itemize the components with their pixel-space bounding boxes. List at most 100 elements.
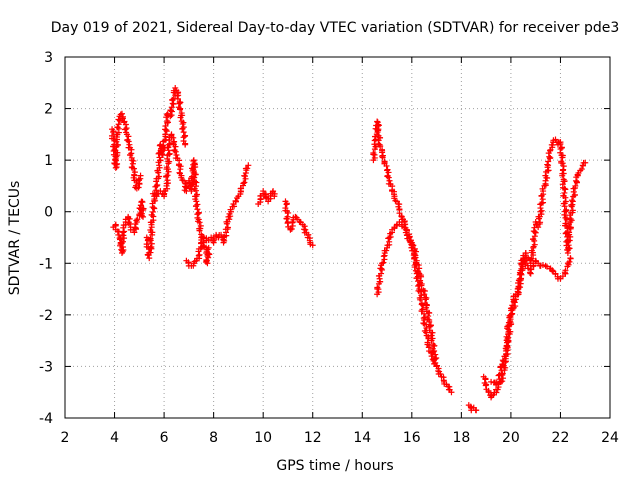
data-point [135,184,142,191]
data-point [569,207,576,214]
x-tick-label: 22 [552,430,570,446]
data-point [560,163,567,170]
data-point [147,227,154,234]
data-point [567,255,574,262]
data-point [515,280,522,287]
data-point [426,310,433,317]
data-point [137,202,144,209]
data-point [283,201,290,208]
data-point [165,158,172,165]
data-point [170,101,177,108]
data-point [174,92,181,99]
data-point [539,185,546,192]
data-point [505,329,512,336]
data-points [108,84,589,414]
data-point [561,189,568,196]
data-series-track-d [149,131,213,267]
data-point [179,126,186,133]
data-point [156,162,163,169]
data-point [425,335,432,342]
data-point [114,141,121,148]
y-tick-label: 2 [44,102,53,118]
data-point [564,249,571,256]
data-series-track-j [465,402,480,414]
data-point [429,329,436,336]
x-tick-label: 14 [353,430,371,446]
data-point [126,141,133,148]
data-point [538,200,545,207]
data-point [140,207,147,214]
data-point [421,291,428,298]
data-point [119,115,126,122]
data-point [398,213,405,220]
data-point [167,113,174,120]
x-tick-label: 4 [110,430,119,446]
data-point [560,200,567,207]
data-point [379,154,386,161]
data-point [192,187,199,194]
data-point [421,287,428,294]
data-point [167,107,174,114]
data-point [114,124,121,131]
data-point [379,260,386,267]
data-point [192,171,199,178]
data-point [190,166,197,173]
data-series-track-e [183,162,252,269]
data-point [499,378,506,385]
data-point [176,100,183,107]
data-point [205,250,212,257]
data-point [516,269,523,276]
data-point [386,177,393,184]
data-point [582,159,589,166]
data-point [173,151,180,158]
data-point [163,164,170,171]
data-point [288,226,295,233]
data-point [112,164,119,171]
data-point [163,126,170,133]
data-point [498,371,505,378]
data-point [165,119,171,126]
data-point [568,217,575,224]
data-point [417,288,424,295]
data-point [428,337,435,344]
data-point [125,138,132,145]
data-point [502,345,509,352]
data-point [126,220,133,227]
data-point [122,126,129,133]
data-point [119,243,126,250]
y-tick-label: 1 [44,153,53,169]
data-point [411,264,418,271]
data-point [156,173,163,180]
data-point [164,118,171,125]
data-point [431,360,438,367]
x-tick-label: 8 [209,430,218,446]
chart-title: Day 019 of 2021, Sidereal Day-to-day VTE… [51,20,620,36]
data-point [422,296,429,303]
data-point [194,206,201,213]
data-point [542,172,549,179]
data-point [385,174,392,181]
data-point [148,211,155,218]
data-point [182,141,189,148]
data-point [548,141,555,148]
data-point [271,193,278,200]
data-point [370,149,377,156]
data-point [559,154,566,161]
data-point [166,150,173,157]
data-point [542,262,549,269]
x-tick-label: 20 [502,430,520,446]
data-point [547,154,554,161]
data-point [531,241,538,248]
data-point [559,160,566,167]
data-point [130,165,137,172]
data-point [224,224,231,231]
data-point [140,213,147,220]
data-point [562,208,569,215]
data-point [240,180,247,187]
data-point [473,407,480,414]
data-point [203,257,210,264]
data-point [309,242,316,249]
data-point [125,133,132,140]
data-point [545,158,552,165]
